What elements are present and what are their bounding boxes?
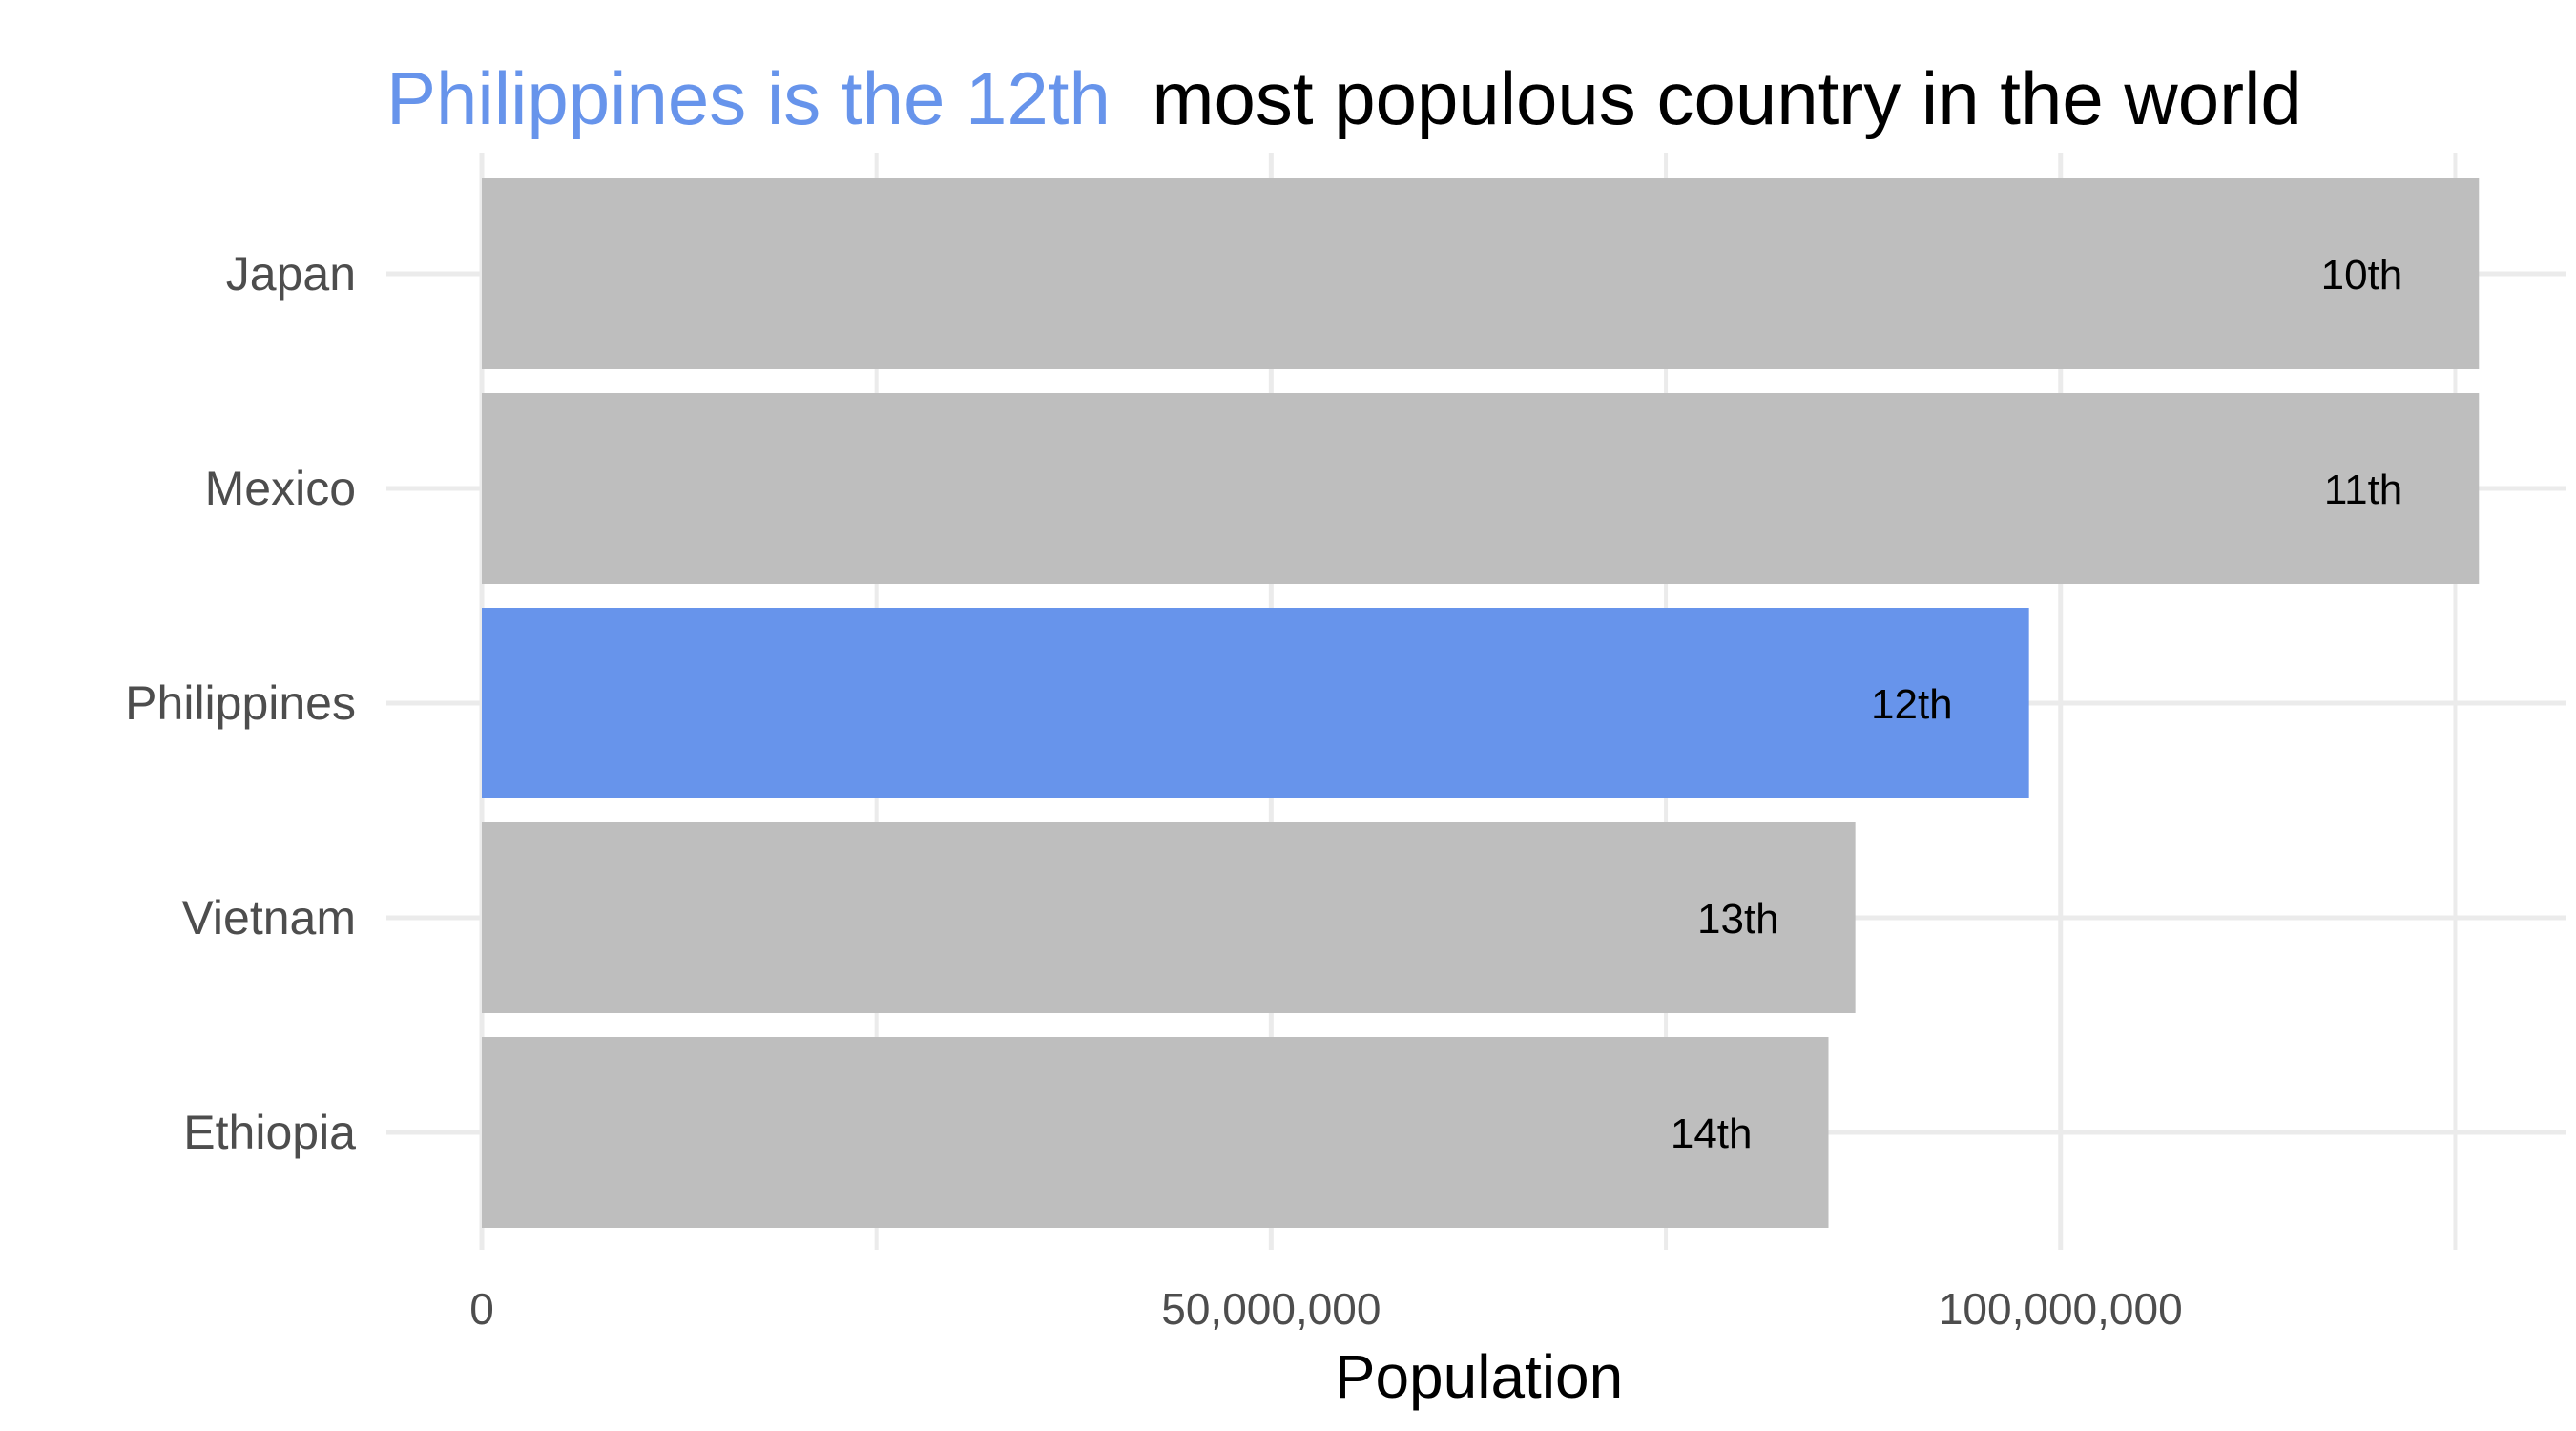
- category-label-mexico: Mexico: [205, 462, 356, 515]
- chart-title-rest: most populous country in the world: [1153, 56, 2302, 140]
- chart-title: Philippines is the 12th most populous co…: [386, 56, 2302, 140]
- rank-label-japan: 10th: [2321, 252, 2403, 299]
- x-tick-label: 50,000,000: [1161, 1284, 1381, 1334]
- rank-label-ethiopia: 14th: [1671, 1110, 1753, 1157]
- rank-label-vietnam: 13th: [1697, 896, 1779, 943]
- category-label-japan: Japan: [226, 247, 356, 301]
- bar-mexico: [482, 393, 2480, 584]
- bar-ethiopia: [482, 1037, 1829, 1228]
- bar-japan: [482, 178, 2480, 369]
- category-label-ethiopia: Ethiopia: [183, 1106, 356, 1159]
- label-layer: 0 50,000,000 100,000,000 Japan 10th Mexico 11t…: [125, 247, 2402, 1334]
- x-tick-label: 100,000,000: [1939, 1284, 2183, 1334]
- chart-title-highlight: Philippines is the 12th: [386, 56, 1111, 140]
- bar-philippines: [482, 608, 2029, 798]
- rank-label-philippines: 12th: [1871, 681, 1953, 728]
- x-tick-label: 0: [469, 1284, 494, 1334]
- rank-label-mexico: 11th: [2324, 467, 2402, 513]
- bar-vietnam: [482, 822, 1856, 1013]
- category-label-philippines: Philippines: [125, 676, 356, 730]
- bar-layer: [482, 178, 2480, 1228]
- category-label-vietnam: Vietnam: [181, 891, 356, 944]
- x-axis-title: Population: [1335, 1342, 1623, 1411]
